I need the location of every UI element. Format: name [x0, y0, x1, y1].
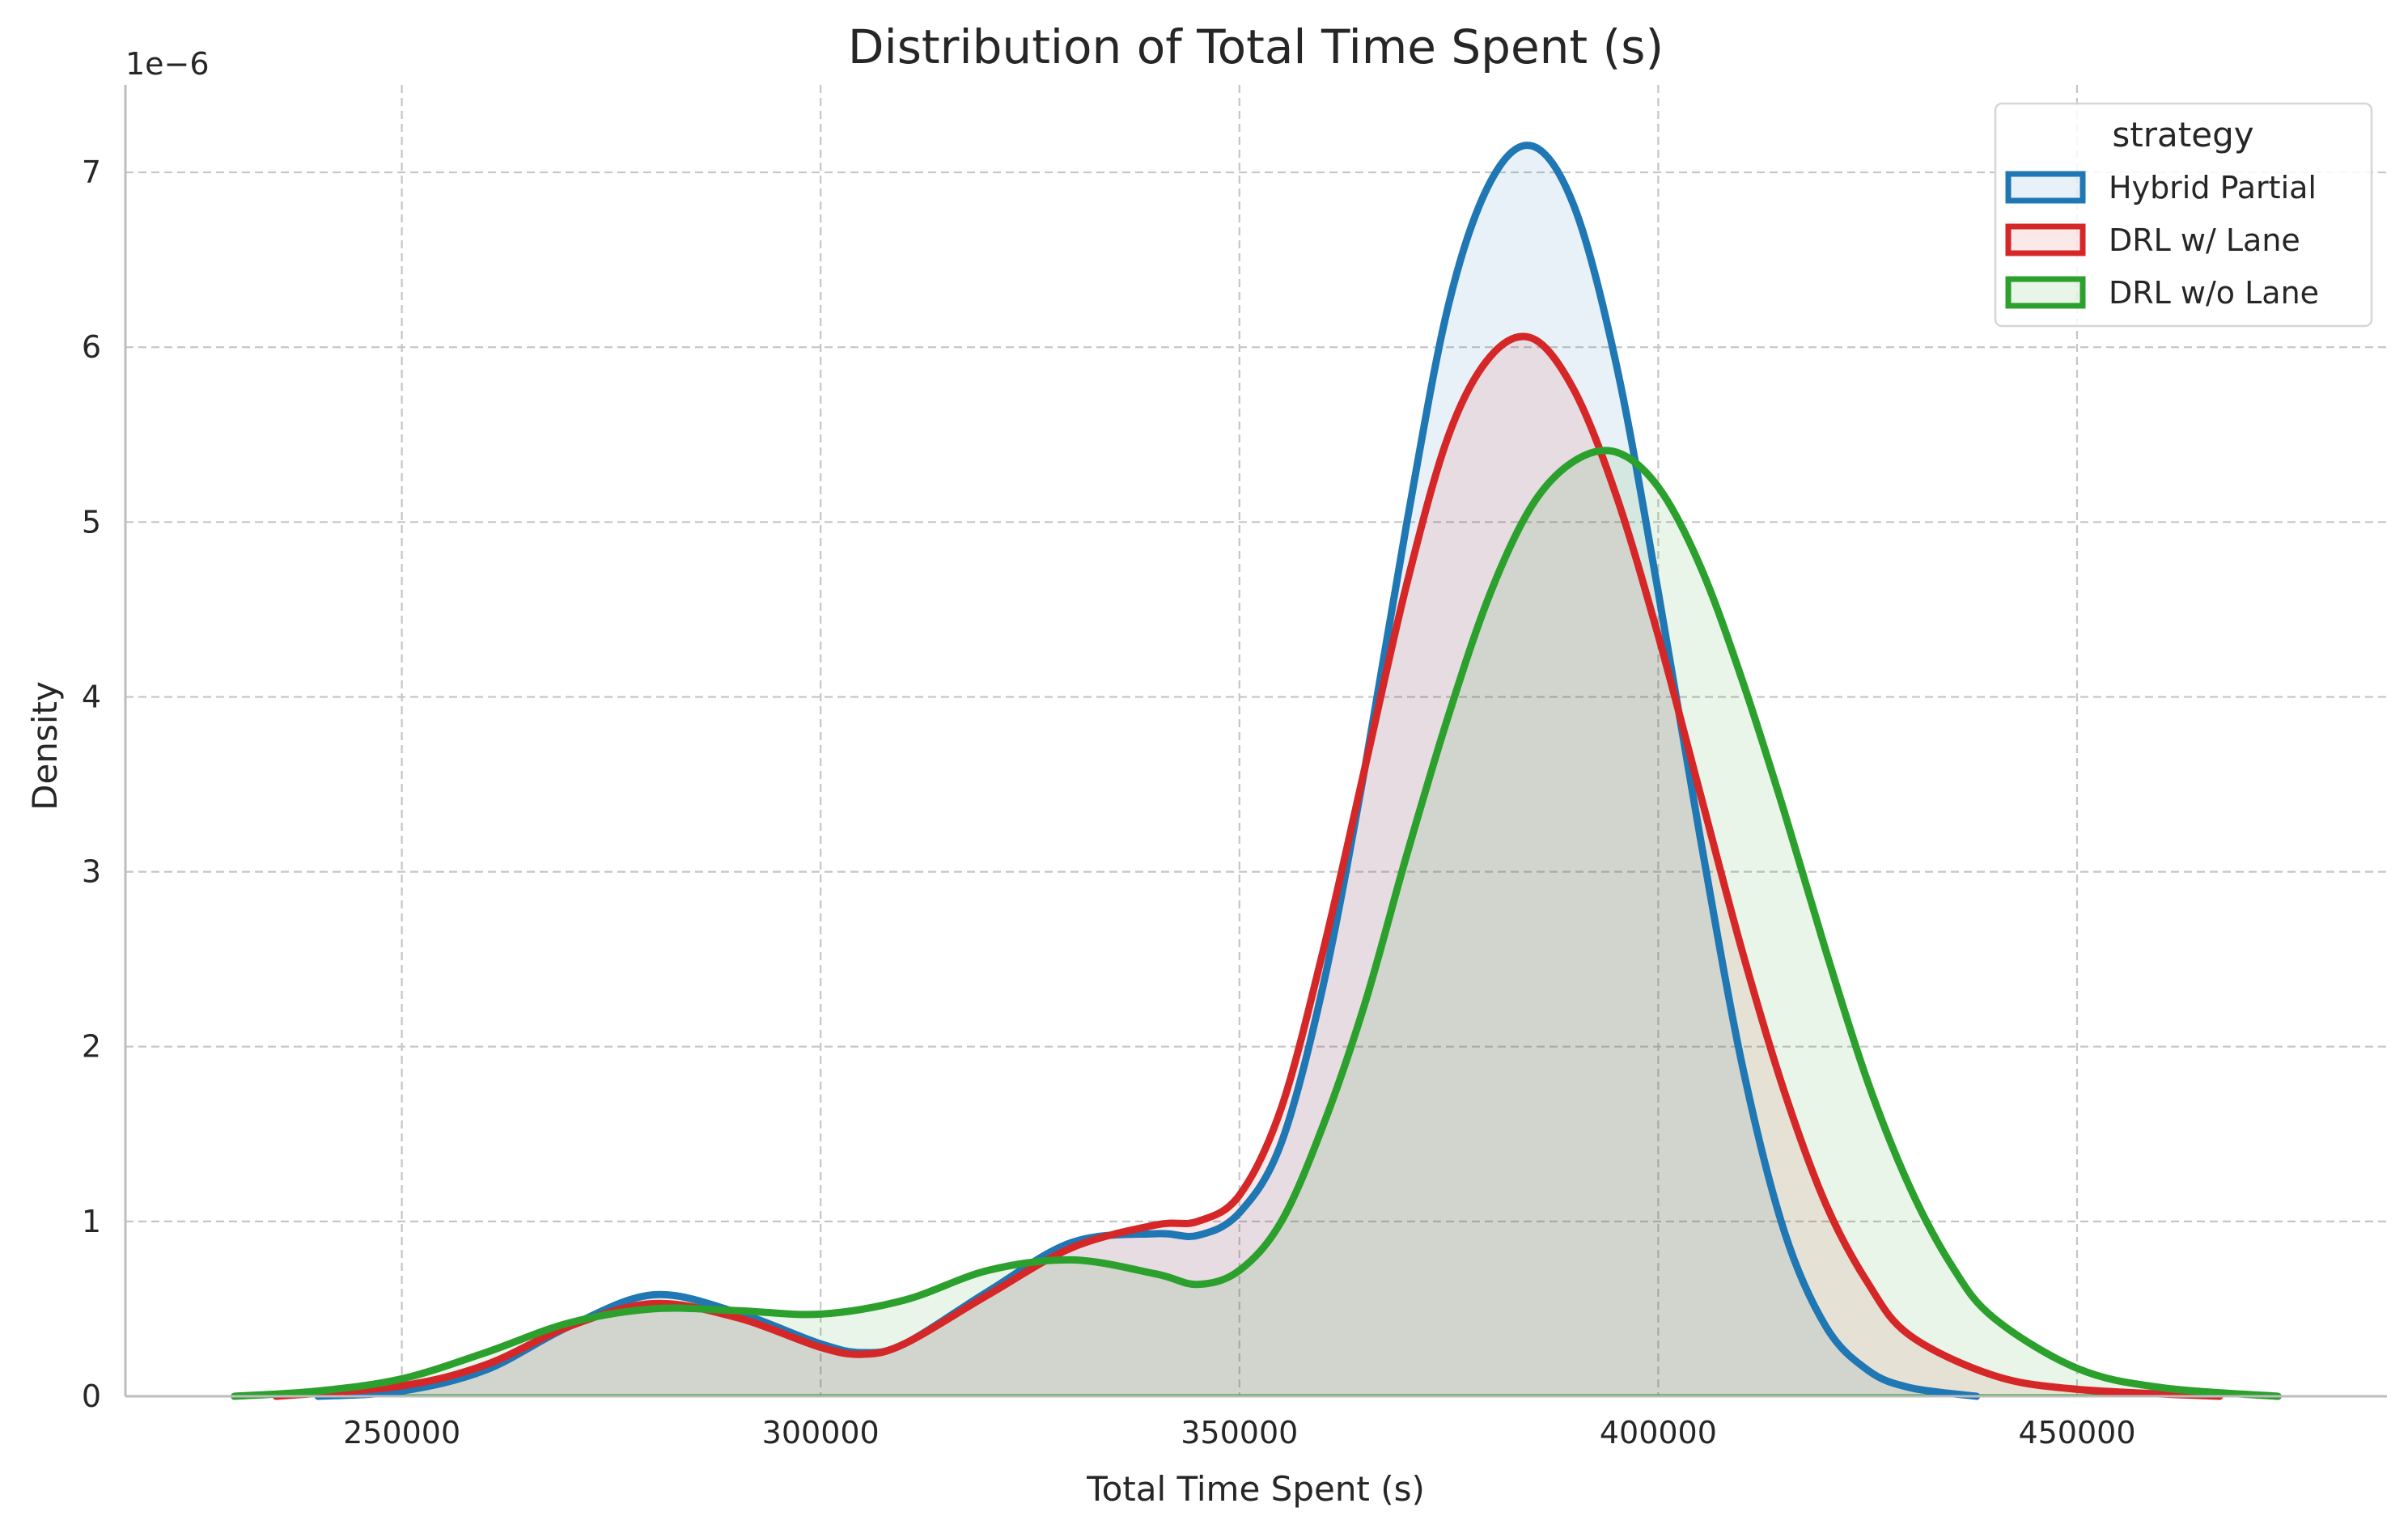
y-tick-label: 2: [82, 1029, 101, 1065]
legend-swatch: [2005, 276, 2086, 309]
x-axis-label: Total Time Spent (s): [1086, 1469, 1425, 1509]
y-offset-label: 1e−6: [125, 46, 210, 82]
series-layer: [231, 142, 2282, 1400]
legend: strategy Hybrid Partial DRL w/ Lane DRL w/…: [1994, 102, 2373, 328]
axes: [124, 85, 2387, 1398]
x-tick-label: 350000: [1181, 1415, 1298, 1450]
legend-label: DRL w/ Lane: [2109, 222, 2300, 258]
legend-frame: [1994, 102, 2373, 328]
legend-items: Hybrid Partial DRL w/ Lane DRL w/o Lane: [2005, 170, 2319, 311]
x-tick-label: 250000: [343, 1415, 460, 1450]
legend-title: strategy: [2112, 115, 2253, 155]
x-tick-label: 400000: [1600, 1415, 1717, 1450]
legend-label: DRL w/o Lane: [2109, 275, 2319, 311]
legend-swatch: [2005, 171, 2086, 204]
y-tick-label: 0: [82, 1378, 101, 1414]
series-area-drl-w-lane: [276, 336, 2219, 1396]
series-line-drl-w-o-lane: [231, 447, 2282, 1400]
series-line-drl-w-lane: [272, 332, 2224, 1400]
chart-title: Distribution of Total Time Spent (s): [848, 19, 1664, 74]
y-tick-label: 3: [82, 854, 101, 890]
legend-label: Hybrid Partial: [2109, 170, 2317, 205]
y-tick-label: 4: [82, 679, 101, 714]
y-tick-label: 7: [82, 155, 101, 190]
y-tick-label: 1: [82, 1204, 101, 1239]
x-tick-label: 450000: [2018, 1415, 2135, 1450]
y-axis-label: Density: [25, 681, 65, 811]
series-area-hybrid-partial: [318, 145, 1977, 1397]
y-tick-label: 6: [82, 329, 101, 365]
legend-swatch: [2005, 223, 2086, 256]
y-tick-label: 5: [82, 504, 101, 540]
x-tick-label: 300000: [762, 1415, 880, 1450]
tick-labels: 250000 300000 350000 400000 450000 0 1 2 3 4 5 6 7: [82, 155, 2136, 1450]
